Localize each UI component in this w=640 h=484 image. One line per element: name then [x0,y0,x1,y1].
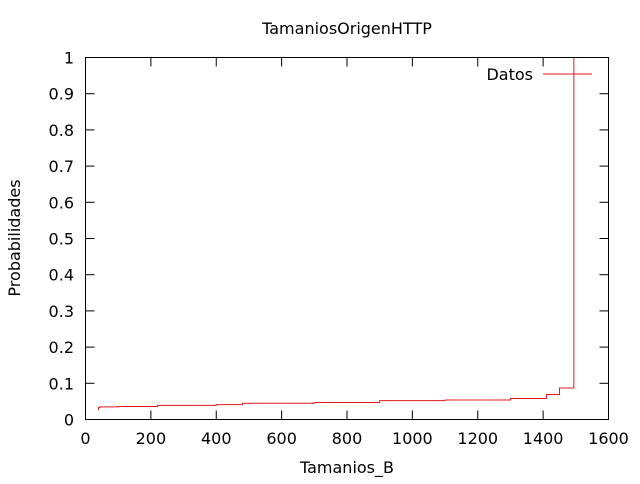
x-tick-label: 400 [201,429,232,448]
series-line-datos [98,57,575,411]
y-tick-label: 1 [64,49,74,68]
chart-title: TamaniosOrigenHTTP [261,19,432,38]
y-tick: 0.2 [49,338,609,357]
x-tick-label: 1000 [392,429,433,448]
x-tick-label: 0 [80,429,90,448]
x-tick-label: 600 [266,429,297,448]
y-tick-label: 0.8 [49,121,74,140]
y-tick-label: 0.3 [49,302,74,321]
y-tick: 0.7 [49,157,609,176]
y-tick: 0.3 [49,302,609,321]
y-tick-label: 0.7 [49,157,74,176]
x-tick-label: 1400 [523,429,564,448]
y-tick-label: 0.5 [49,230,74,249]
x-tick: 1200 [457,57,498,448]
y-tick: 0.1 [49,374,609,393]
y-tick: 0.8 [49,121,609,140]
y-tick: 0.5 [49,230,609,249]
x-tick-label: 1200 [457,429,498,448]
y-tick: 0.4 [49,266,609,285]
y-tick-label: 0.9 [49,85,74,104]
y-tick-label: 0.6 [49,193,74,212]
series-layer [98,57,575,411]
x-tick-label: 800 [332,429,363,448]
x-tick: 600 [266,57,297,448]
x-tick: 800 [332,57,363,448]
y-tick-label: 0.1 [49,374,74,393]
y-tick-label: 0 [64,411,74,430]
x-tick-label: 1600 [588,429,629,448]
x-tick: 400 [201,57,232,448]
y-tick-label: 0.2 [49,338,74,357]
x-tick-label: 200 [136,429,167,448]
x-axis-label: Tamanios_B [299,458,394,478]
y-tick: 0.6 [49,193,609,212]
legend-label: Datos [486,65,533,84]
plot-frame [85,57,609,420]
y-tick: 0.9 [49,85,609,104]
x-tick: 200 [136,57,167,448]
y-axis-label: Probabilidades [5,179,24,296]
ticks-layer: 0 200 400 600 800 1000 1200 1400 1600 0 0.1 0.2 0.3 0… [49,49,629,449]
x-tick: 1400 [523,57,564,448]
x-tick: 1000 [392,57,433,448]
y-tick-label: 0.4 [49,266,74,285]
legend: Datos [486,65,592,84]
